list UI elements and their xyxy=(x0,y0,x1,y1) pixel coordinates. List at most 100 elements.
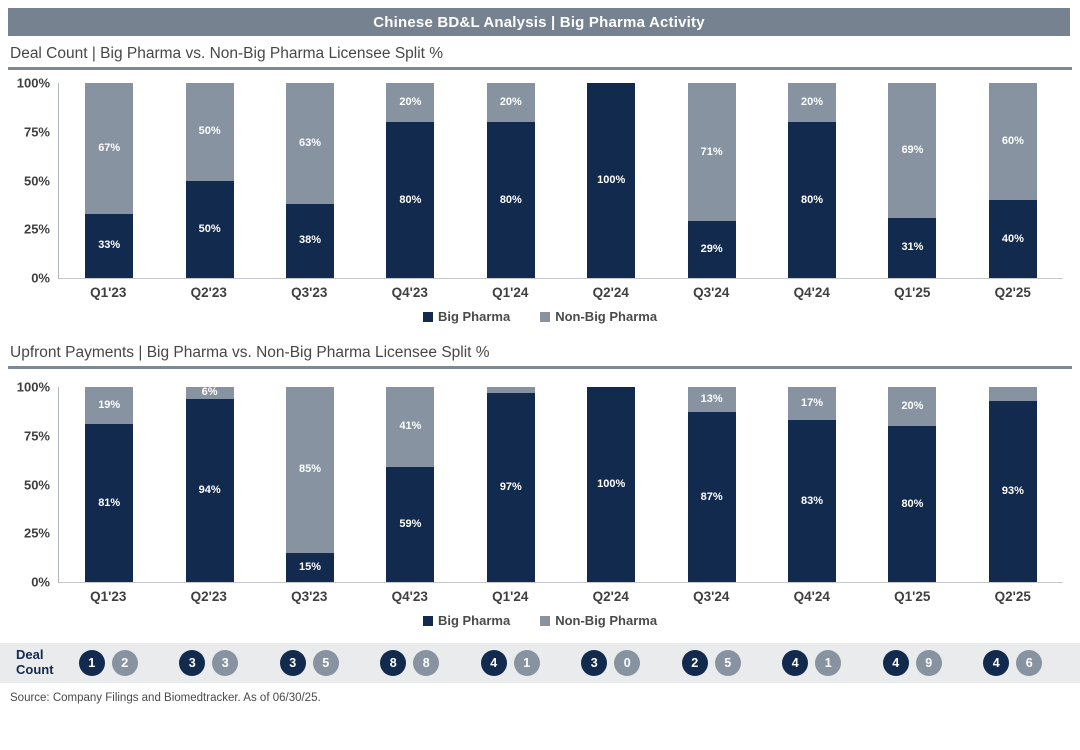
non-big-pharma-count-circle: 0 xyxy=(614,650,641,676)
non-big-pharma-count-circle: 6 xyxy=(1016,650,1043,676)
stacked-bar: 63% 38% xyxy=(286,83,335,278)
x-axis-label: Q3'23 xyxy=(291,589,328,604)
non-big-pharma-count-circle: 2 xyxy=(111,650,138,676)
x-axis-label: Q1'24 xyxy=(492,589,529,604)
non-big-pharma-swatch-icon xyxy=(540,311,551,322)
x-axis-label: Q3'23 xyxy=(291,285,328,300)
section-title-upfront-payments: Upfront Payments | Big Pharma vs. Non-Bi… xyxy=(10,344,490,361)
non-big-pharma-count-circle: 3 xyxy=(212,650,239,676)
stacked-bar: 17% 83% xyxy=(788,387,837,582)
big-pharma-count-circle: 3 xyxy=(279,650,306,676)
x-axis-label: Q4'24 xyxy=(793,589,830,604)
deal-count-band-label: Deal Count xyxy=(16,647,54,677)
segment-label: 80% xyxy=(499,193,522,206)
non-big-pharma-segment: 20% xyxy=(486,83,535,122)
upfront-payments-section: Upfront Payments | Big Pharma vs. Non-Bi… xyxy=(0,344,1080,628)
big-pharma-segment: 94% xyxy=(185,398,234,582)
segment-label: 67% xyxy=(98,141,121,154)
big-pharma-segment: 15% xyxy=(286,552,335,582)
y-axis-tick: 75% xyxy=(23,124,50,140)
segment-label: 38% xyxy=(299,234,322,247)
non-big-pharma-segment: 67% xyxy=(85,83,134,214)
y-axis-tick: 25% xyxy=(23,221,50,237)
non-big-pharma-count-circle: 9 xyxy=(915,650,942,676)
segment-label: 94% xyxy=(198,483,221,496)
bar-column: 85% 15% xyxy=(260,387,360,582)
y-axis-tick: 50% xyxy=(23,477,50,492)
segment-label: 81% xyxy=(98,496,121,509)
bar-column: 71% 29% xyxy=(661,83,761,278)
non-big-pharma-segment xyxy=(988,387,1037,401)
segment-label: 80% xyxy=(901,497,924,510)
non-big-pharma-count-circle: 8 xyxy=(413,650,440,676)
x-axis-labels: Q1'23 Q2'23 Q3'23 Q4'23 Q1'24 Q2'24 Q3'24 Q4'24… xyxy=(58,589,1063,604)
segment-label: 100% xyxy=(597,478,626,490)
section-divider xyxy=(8,67,1072,70)
bar-column: 20% 80% xyxy=(461,83,561,278)
big-pharma-swatch-icon xyxy=(422,311,433,322)
legend-label: Non-Big Pharma xyxy=(555,309,658,324)
y-axis: 100% 75% 50% 25% 0% xyxy=(0,76,58,286)
big-pharma-segment: 83% xyxy=(788,420,837,582)
x-axis-label: Q1'25 xyxy=(894,589,931,604)
segment-label: 93% xyxy=(1001,484,1024,497)
x-axis-labels: Q1'23 Q2'23 Q3'23 Q4'23 Q1'24 Q2'24 Q3'24 Q4'24… xyxy=(58,285,1063,300)
non-big-pharma-segment: 63% xyxy=(286,83,335,204)
x-axis-label: Q2'23 xyxy=(190,589,227,604)
legend-label: Big Pharma xyxy=(437,309,511,324)
big-pharma-segment: 31% xyxy=(888,217,937,278)
x-axis-label: Q3'24 xyxy=(693,589,730,604)
non-big-pharma-segment: 71% xyxy=(687,83,736,222)
big-pharma-segment: 29% xyxy=(687,221,736,278)
big-pharma-segment: 80% xyxy=(788,122,837,278)
non-big-pharma-segment: 13% xyxy=(687,387,736,413)
segment-label: 80% xyxy=(399,193,422,206)
bar-column: 93% xyxy=(963,387,1063,582)
big-pharma-swatch-icon xyxy=(422,615,433,626)
stacked-bar: 19% 81% xyxy=(85,387,134,582)
segment-label: 80% xyxy=(801,193,824,206)
big-pharma-count-circle: 4 xyxy=(983,650,1010,676)
segment-label: 87% xyxy=(700,490,723,503)
y-axis-tick: 25% xyxy=(23,525,50,541)
legend-label: Non-Big Pharma xyxy=(555,613,658,628)
x-axis-label: Q4'24 xyxy=(793,285,830,300)
stacked-bar: 85% 15% xyxy=(286,387,335,582)
stacked-bar: 50% 50% xyxy=(185,83,234,278)
report-page: Chinese BD&L Analysis | Big Pharma Activ… xyxy=(0,8,1080,750)
x-axis-label: Q4'23 xyxy=(391,589,428,604)
segment-label: 20% xyxy=(499,96,522,108)
big-pharma-segment: 80% xyxy=(386,122,435,278)
segment-label: 41% xyxy=(399,420,422,433)
non-big-pharma-segment: 41% xyxy=(386,387,435,467)
non-big-pharma-segment: 69% xyxy=(888,83,937,218)
segment-label: 85% xyxy=(299,463,322,476)
stacked-bar: 93% xyxy=(988,387,1037,582)
big-pharma-count-circle: 2 xyxy=(681,650,708,676)
non-big-pharma-count-circle: 5 xyxy=(714,650,741,676)
bar-column: 69% 31% xyxy=(862,83,962,278)
stacked-bar: 60% 40% xyxy=(988,83,1037,278)
big-pharma-segment: 40% xyxy=(988,200,1037,278)
big-pharma-count-circle: 3 xyxy=(179,650,206,676)
segment-label: 20% xyxy=(801,96,824,108)
bar-column: 100% xyxy=(561,83,661,278)
x-axis-label: Q1'23 xyxy=(90,285,127,300)
bar-column: 63% 38% xyxy=(260,83,360,278)
non-big-pharma-segment: 20% xyxy=(888,387,937,426)
segment-label: 63% xyxy=(299,136,322,149)
plot-area: 67% 33% 50% 50% 63% 38% 20% 80% 20% 80% 100% 71% 29%… xyxy=(58,83,1063,279)
header-bar: Chinese BD&L Analysis | Big Pharma Activ… xyxy=(8,8,1070,36)
x-axis-label: Q2'24 xyxy=(592,285,629,300)
non-big-pharma-count-circle: 5 xyxy=(312,650,339,676)
deal-count-chart: 100% 75% 50% 25% 0% 67% 33% 50% 50% 63% 38% 20% 80%… xyxy=(0,76,1080,324)
